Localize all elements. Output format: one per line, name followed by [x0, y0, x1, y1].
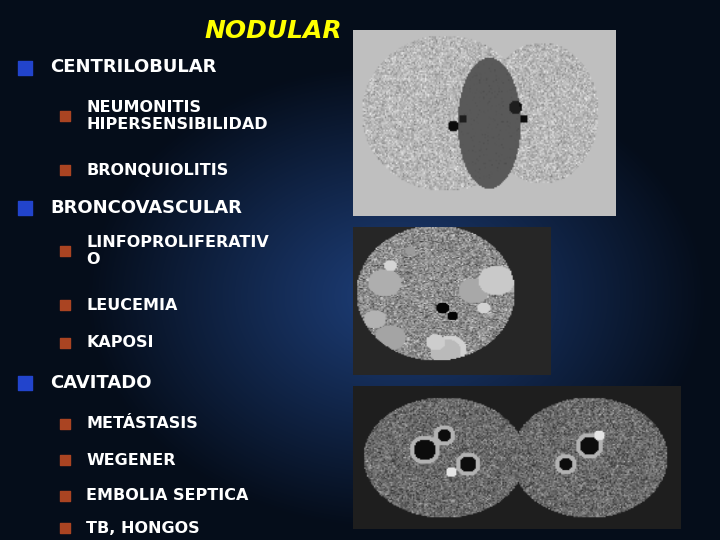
Text: BRONQUIOLITIS: BRONQUIOLITIS [86, 163, 229, 178]
Point [19, 204, 31, 212]
Text: TB, HONGOS: TB, HONGOS [86, 521, 200, 536]
Point [59, 112, 71, 120]
Point [59, 420, 71, 428]
Point [19, 63, 31, 72]
Point [59, 339, 71, 347]
Text: EMBOLIA SEPTICA: EMBOLIA SEPTICA [86, 488, 249, 503]
Point [59, 456, 71, 464]
Text: WEGENER: WEGENER [86, 453, 176, 468]
Point [59, 247, 71, 255]
Point [59, 491, 71, 500]
Text: CENTRILOBULAR: CENTRILOBULAR [50, 58, 217, 77]
Text: CAVITADO: CAVITADO [50, 374, 152, 393]
Text: NODULAR: NODULAR [204, 19, 343, 43]
Point [59, 166, 71, 174]
Text: NEUMONITIS
HIPERSENSIBILIDAD: NEUMONITIS HIPERSENSIBILIDAD [86, 100, 268, 132]
Point [19, 379, 31, 388]
Text: LEUCEMIA: LEUCEMIA [86, 298, 178, 313]
Text: LINFOPROLIFERATIV
O: LINFOPROLIFERATIV O [86, 235, 269, 267]
Text: BRONCOVASCULAR: BRONCOVASCULAR [50, 199, 242, 217]
Text: KAPOSI: KAPOSI [86, 335, 154, 350]
Point [59, 301, 71, 309]
Point [59, 524, 71, 532]
Text: METÁSTASIS: METÁSTASIS [86, 416, 198, 431]
